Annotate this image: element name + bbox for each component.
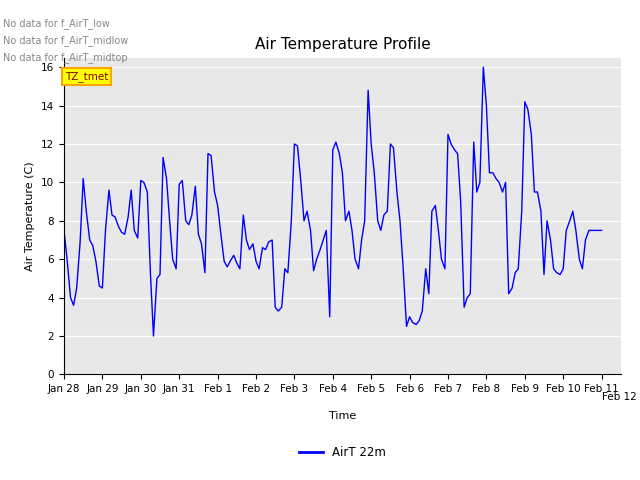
Legend: AirT 22m: AirT 22m (294, 441, 390, 464)
Y-axis label: Air Temperature (C): Air Temperature (C) (26, 161, 35, 271)
Text: No data for f_AirT_low: No data for f_AirT_low (3, 18, 110, 29)
Text: Feb 12: Feb 12 (602, 392, 636, 402)
Title: Air Temperature Profile: Air Temperature Profile (255, 37, 430, 52)
Text: TZ_tmet: TZ_tmet (65, 71, 108, 82)
Text: No data for f_AirT_midlow: No data for f_AirT_midlow (3, 35, 129, 46)
X-axis label: Time: Time (329, 411, 356, 421)
Text: No data for f_AirT_midtop: No data for f_AirT_midtop (3, 52, 128, 63)
